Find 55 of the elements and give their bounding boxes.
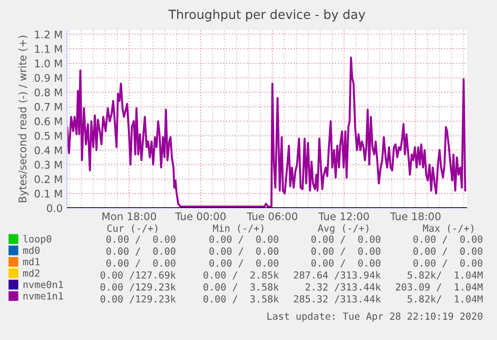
text: 0.00 /129.23k <box>100 283 176 292</box>
x-tick-label: Mon 18:00 <box>102 212 156 220</box>
text: 0.00 / 0.00 <box>413 235 482 244</box>
text: 0.00 / 0.00 <box>311 259 380 268</box>
text: 0.00 / 0.00 <box>209 259 278 268</box>
x-tick-label: Tue 18:00 <box>390 212 441 220</box>
text: 5.82k/ 1.04M <box>408 271 483 280</box>
text: Max (-/+) <box>423 224 474 233</box>
legend-label: md0 <box>23 246 40 254</box>
text: 5.82k/ 1.04M <box>408 295 483 304</box>
text: 285.32 /313.44k <box>294 295 381 304</box>
y-tick-label: 0.3 M <box>34 160 62 169</box>
text: 2.32 /313.44k <box>306 283 381 292</box>
text: Avg (-/+) <box>318 224 368 234</box>
text: 0.00 / 3.58k <box>204 283 279 292</box>
text: 0.00 / 0.00 <box>413 259 482 268</box>
legend-label: nvme0n1 <box>24 280 63 288</box>
text: 0.00 / 0.00 <box>209 247 278 256</box>
y-tick-label: 0.4 M <box>34 146 62 154</box>
y-tick-label: 0.5 M <box>34 132 62 140</box>
text: 0.00 / 2.85k <box>204 271 279 280</box>
x-tick-label: Tue 00:00 <box>175 212 226 220</box>
text: Min (-/+) <box>213 224 264 233</box>
chart-title: Throughput per device - by day <box>168 9 366 22</box>
legend-label: md1 <box>23 258 40 266</box>
legend-label: loop0 <box>23 235 52 244</box>
y-tick-label: 0.6 M <box>34 117 62 126</box>
x-tick-label: Tue 06:00 <box>246 212 298 220</box>
y-tick-label: 1.1 M <box>35 45 62 53</box>
y-tick-label: 0.7 M <box>34 102 62 111</box>
y-tick-label: 0.0 <box>46 204 62 212</box>
text: Last update: Tue Apr 28 22:10:19 2020 <box>267 312 482 322</box>
legend-label: md2 <box>23 269 40 277</box>
legend-label: nvme1n1 <box>24 292 63 300</box>
y-tick-label: 0.9 M <box>34 74 62 82</box>
y-tick-label: 1.2 M <box>35 30 62 38</box>
text: 0.00 / 3.58k <box>204 295 279 304</box>
text: 0.00 / 0.00 <box>413 247 482 256</box>
y-tick-label: 0.1 M <box>34 190 62 198</box>
y-axis-title: Bytes/second read (-) / write (+) <box>18 36 28 202</box>
text: 0.00 / 0.00 <box>209 235 278 244</box>
text: 0.00 /129.23k <box>100 295 176 304</box>
text: Cur (-/+) <box>107 224 158 233</box>
text: 0.00 / 0.00 <box>311 235 380 244</box>
y-tick-label: 0.8 M <box>34 88 62 96</box>
text: 0.00 / 0.00 <box>106 259 176 268</box>
text: 287.64 /313.94k <box>294 271 381 280</box>
y-tick-label: 1.0 M <box>35 60 62 68</box>
text: 203.09 / 1.04M <box>396 283 483 292</box>
text: 0.00 / 0.00 <box>106 235 176 244</box>
text: 0.00 / 0.00 <box>311 247 380 256</box>
x-tick-label: Tue 12:00 <box>318 212 369 220</box>
text: 0.00 / 0.00 <box>106 247 176 256</box>
text: 0.00 /127.69k <box>100 271 176 280</box>
y-tick-label: 0.2 M <box>34 175 62 184</box>
